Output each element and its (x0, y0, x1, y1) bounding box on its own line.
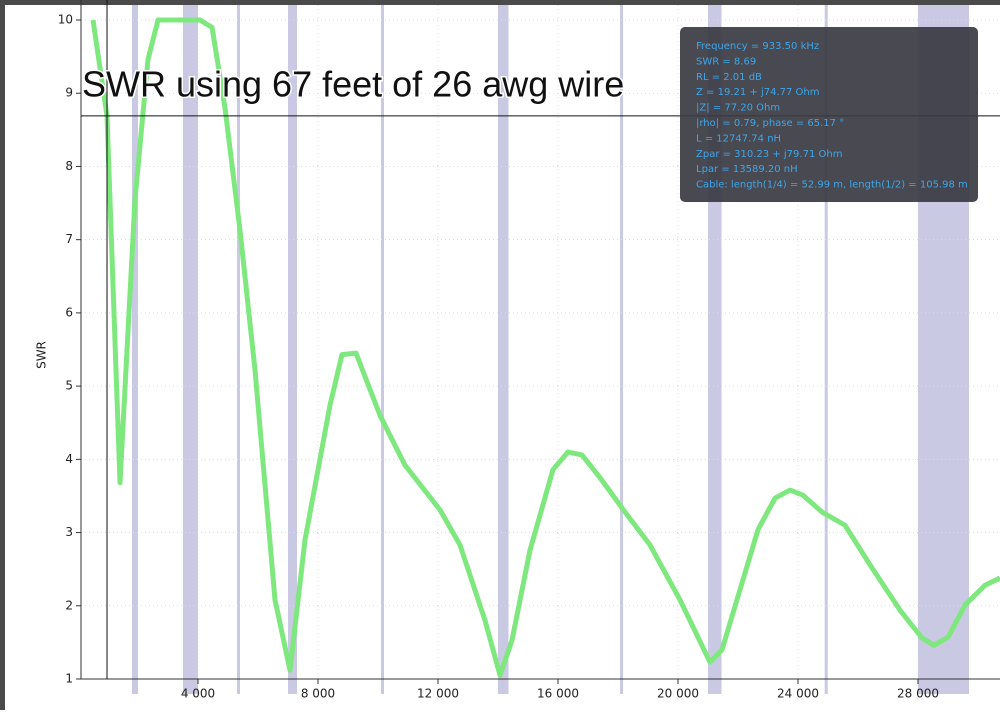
band (824, 5, 828, 694)
band (132, 5, 139, 694)
x-tick-label: 24 000 (777, 687, 819, 701)
window-edge (0, 0, 1000, 5)
x-tick-label: 12 000 (417, 687, 459, 701)
band (620, 5, 624, 694)
x-tick-label: 4 000 (181, 687, 215, 701)
band (183, 5, 199, 694)
x-tick-label: 16 000 (537, 687, 579, 701)
y-tick-label: 2 (65, 598, 73, 612)
band (237, 5, 241, 694)
y-tick-label: 7 (65, 232, 73, 246)
readout-line: Lpar = 13589.20 nH (696, 164, 798, 175)
band (381, 5, 385, 694)
readout-line: |Z| = 77.20 Ohm (696, 103, 780, 114)
y-tick-label: 4 (65, 452, 73, 466)
readout-line: RL = 2.01 dB (696, 72, 762, 83)
y-tick-label: 8 (65, 159, 73, 173)
readout-line: Zpar = 310.23 + j79.71 Ohm (696, 149, 842, 160)
y-tick-label: 9 (65, 86, 73, 100)
overlay-title: SWR using 67 feet of 26 awg wire (82, 64, 624, 105)
series-line (90, 17, 1000, 678)
x-tick-label: 8 000 (301, 687, 335, 701)
y-tick-label: 10 (58, 13, 73, 27)
x-tick-label: 20 000 (657, 687, 699, 701)
readout-line: |rho| = 0.79, phase = 65.17 ° (696, 118, 844, 129)
y-tick-label: 6 (65, 305, 73, 319)
readout-line: Frequency = 933.50 kHz (696, 41, 819, 52)
readout-line: L = 12747.74 nH (696, 133, 781, 144)
y-axis-label: SWR (35, 341, 49, 369)
band (288, 5, 298, 694)
readout-line: Z = 19.21 + j74.77 Ohm (696, 87, 820, 98)
readout-background (680, 27, 978, 202)
readout-box: Frequency = 933.50 kHz SWR = 8.69 RL = 2.0… (680, 27, 978, 202)
y-tick-label: 1 (65, 672, 73, 686)
y-tick-label: 5 (65, 379, 73, 393)
window-edge (0, 0, 5, 710)
readout-line: SWR = 8.69 (696, 56, 756, 67)
y-tick-label: 3 (65, 525, 73, 539)
band (498, 5, 509, 694)
x-tick-label: 28 000 (897, 687, 939, 701)
readout-line: Cable: length(1/4) = 52.99 m, length(1/2… (696, 180, 968, 191)
